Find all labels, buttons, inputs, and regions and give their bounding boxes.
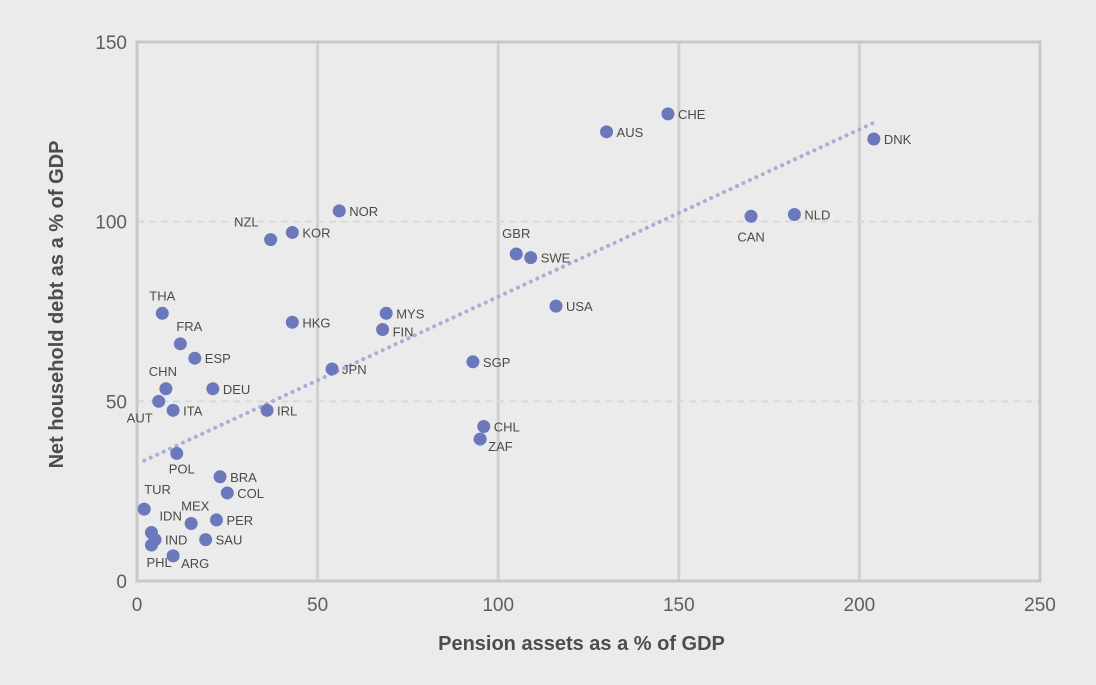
- data-point-ita: [166, 403, 180, 417]
- data-point-can: [744, 209, 758, 223]
- point-label-can: CAN: [737, 229, 764, 244]
- data-point-mys: [379, 306, 393, 320]
- point-label-nor: NOR: [349, 204, 378, 219]
- data-point-tur: [137, 502, 151, 516]
- data-point-bra: [213, 470, 227, 484]
- data-point-aut: [152, 394, 166, 408]
- x-tick-label: 200: [844, 595, 876, 616]
- data-point-hkg: [285, 315, 299, 329]
- point-label-per: PER: [226, 513, 253, 528]
- data-point-sau: [199, 533, 213, 547]
- point-label-sau: SAU: [216, 533, 243, 548]
- data-point-che: [661, 107, 675, 121]
- data-point-dnk: [867, 132, 881, 146]
- x-tick-label: 250: [1024, 595, 1056, 616]
- point-label-fin: FIN: [393, 324, 414, 339]
- y-tick-label: 100: [95, 213, 127, 234]
- point-label-deu: DEU: [223, 382, 250, 397]
- point-label-col: COL: [237, 486, 264, 501]
- data-point-usa: [549, 299, 563, 313]
- point-label-aus: AUS: [617, 125, 644, 140]
- data-point-nor: [332, 204, 346, 218]
- x-tick-label: 50: [307, 595, 328, 616]
- x-tick-label: 150: [663, 595, 695, 616]
- plot-frame: [135, 40, 1042, 583]
- data-point-nzl: [264, 233, 278, 247]
- point-label-chl: CHL: [494, 419, 520, 434]
- grid-layer: [137, 42, 1040, 581]
- data-point-fra: [173, 337, 187, 351]
- x-tick-label: 100: [482, 595, 514, 616]
- data-point-aus: [600, 125, 614, 139]
- point-label-phl: PHL: [146, 555, 171, 570]
- point-label-tur: TUR: [144, 482, 171, 497]
- point-label-ita: ITA: [183, 403, 203, 418]
- point-label-nzl: NZL: [234, 215, 259, 230]
- point-label-nld: NLD: [804, 207, 830, 222]
- point-label-esp: ESP: [205, 351, 231, 366]
- data-point-nld: [787, 207, 801, 221]
- data-point-chn: [159, 382, 173, 396]
- point-label-zaf: ZAF: [488, 439, 513, 454]
- data-point-esp: [188, 351, 202, 365]
- point-label-pol: POL: [169, 461, 195, 476]
- data-point-deu: [206, 382, 220, 396]
- trendline: [142, 119, 880, 463]
- x-axis-title: Pension assets as a % of GDP: [438, 633, 725, 655]
- point-label-mex: MEX: [181, 499, 210, 514]
- point-label-swe: SWE: [541, 251, 571, 266]
- data-point-phl: [144, 538, 158, 552]
- y-axis-title: Net household debt as a % of GDP: [46, 141, 68, 469]
- points-layer: DNK CHE AUS NLD CAN NOR KOR NZL GBR SWE USA MYS FIN H…: [127, 107, 912, 571]
- point-label-bra: BRA: [230, 470, 257, 485]
- point-label-gbr: GBR: [502, 226, 530, 241]
- data-point-kor: [285, 225, 299, 239]
- point-label-aut: AUT: [127, 410, 153, 425]
- point-label-ind: IND: [165, 533, 187, 548]
- data-point-gbr: [509, 247, 523, 261]
- point-label-irl: IRL: [277, 403, 297, 418]
- data-point-sgp: [466, 355, 480, 369]
- data-point-pol: [170, 446, 184, 460]
- data-point-swe: [524, 251, 538, 265]
- ticks-layer: 0 50 100 150 200 250 0 50 100 150: [95, 33, 1056, 616]
- data-point-zaf: [473, 432, 487, 446]
- y-tick-label: 0: [116, 572, 127, 593]
- point-label-tha: THA: [149, 288, 175, 303]
- x-tick-label: 0: [132, 595, 143, 616]
- data-point-jpn: [325, 362, 339, 376]
- data-point-col: [220, 486, 234, 500]
- point-label-idn: IDN: [159, 508, 181, 523]
- data-point-chl: [477, 419, 491, 433]
- y-tick-label: 150: [95, 33, 127, 54]
- data-point-fin: [376, 322, 390, 336]
- point-label-arg: ARG: [181, 556, 209, 571]
- data-point-mex: [184, 517, 198, 531]
- data-point-irl: [260, 403, 274, 417]
- data-point-tha: [155, 306, 169, 320]
- point-label-usa: USA: [566, 299, 593, 314]
- y-tick-label: 50: [106, 392, 127, 413]
- data-point-arg: [166, 549, 180, 563]
- point-label-dnk: DNK: [884, 132, 912, 147]
- data-point-per: [209, 513, 223, 527]
- point-label-jpn: JPN: [342, 362, 367, 377]
- point-label-kor: KOR: [302, 225, 330, 240]
- point-label-hkg: HKG: [302, 315, 330, 330]
- point-label-mys: MYS: [396, 306, 425, 321]
- point-label-fra: FRA: [176, 319, 202, 334]
- point-label-chn: CHN: [149, 364, 177, 379]
- point-label-che: CHE: [678, 107, 706, 122]
- point-label-sgp: SGP: [483, 355, 510, 370]
